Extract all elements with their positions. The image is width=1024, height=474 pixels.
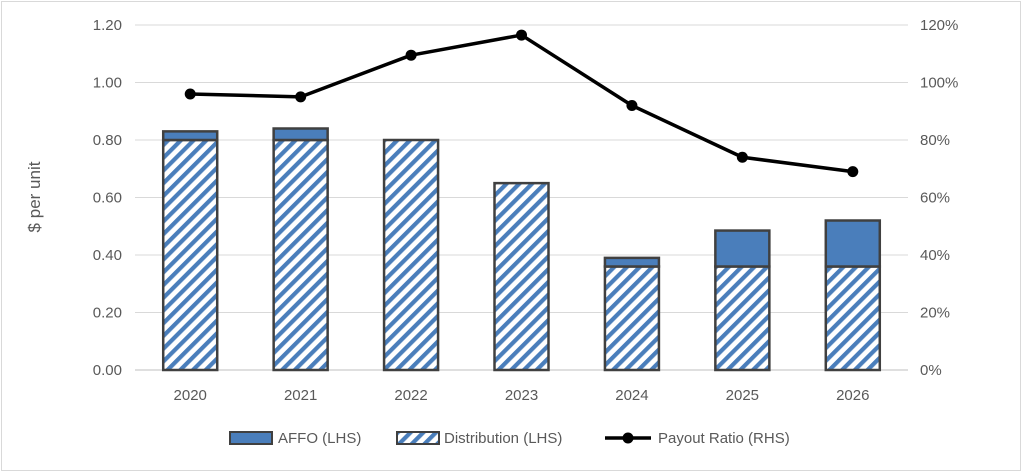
y-axis-title: $ per unit [25, 161, 44, 232]
y-tick-label: 0.40 [93, 247, 122, 264]
distribution-bar [161, 138, 219, 372]
x-tick-label: 2026 [836, 387, 869, 404]
affo-bar [272, 127, 329, 142]
legend-distribution-swatch [396, 431, 440, 445]
y2-tick-label: 80% [920, 132, 950, 149]
distribution-bar [603, 265, 661, 372]
x-tick-label: 2020 [174, 387, 207, 404]
affo-bar [824, 219, 882, 268]
distribution-bar [493, 181, 550, 372]
y2-tick-label: 100% [920, 75, 958, 92]
y-tick-label: 0.20 [93, 305, 122, 322]
distribution-bar [824, 265, 882, 372]
x-tick-label: 2023 [505, 387, 538, 404]
x-tick-label: 2024 [615, 387, 648, 404]
affo-bar [161, 130, 219, 142]
distribution-bar [272, 138, 329, 372]
y2-tick-label: 40% [920, 247, 950, 264]
x-tick-label: 2022 [394, 387, 427, 404]
payout-ratio-point [736, 151, 748, 163]
y2-tick-label: 0% [920, 362, 942, 379]
payout-ratio-point [405, 49, 417, 61]
y2-tick-label: 60% [920, 190, 950, 207]
distribution-bar [382, 138, 440, 372]
affo-bar [603, 256, 661, 268]
y2-tick-label: 20% [920, 305, 950, 322]
payout-ratio-point [626, 100, 638, 111]
legend-affo-swatch [229, 431, 273, 445]
affo-bar [714, 229, 771, 268]
distribution-bar [714, 265, 771, 372]
y-tick-label: 0.80 [93, 132, 122, 149]
y-tick-label: 1.20 [93, 17, 122, 34]
legend-marker [622, 432, 634, 444]
legend-label: AFFO (LHS) [278, 430, 361, 447]
y-tick-label: 1.00 [93, 75, 122, 92]
y-tick-label: 0.00 [93, 362, 122, 379]
y-tick-label: 0.60 [93, 190, 122, 207]
x-tick-label: 2025 [726, 387, 759, 404]
payout-ratio-point [516, 29, 527, 41]
x-tick-label: 2021 [284, 387, 317, 404]
legend-label: Payout Ratio (RHS) [658, 430, 790, 447]
payout-ratio-point [847, 166, 859, 178]
legend-label: Distribution (LHS) [444, 430, 562, 447]
y2-tick-label: 120% [920, 17, 958, 34]
payout-ratio-point [295, 91, 307, 103]
payout-ratio-point [184, 88, 196, 100]
